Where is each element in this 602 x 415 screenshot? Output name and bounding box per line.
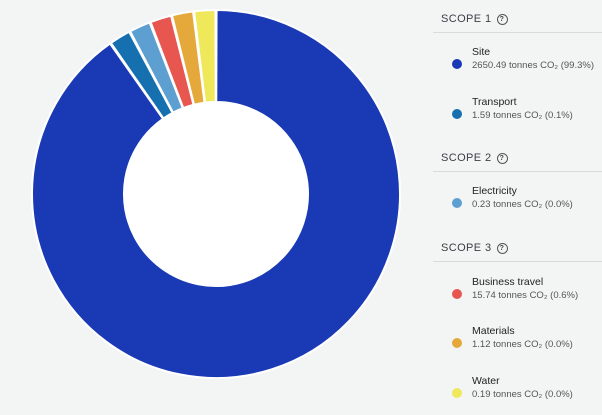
legend-swatch: [452, 59, 462, 69]
divider: [433, 171, 602, 172]
legend-swatch: [452, 198, 462, 208]
legend-swatch: [452, 289, 462, 299]
legend-swatch: [452, 338, 462, 348]
legend-item-value: 1.12 tonnes CO₂ (0.0%): [472, 339, 573, 350]
legend-item-electricity[interactable]: Electricity 0.23 tonnes CO₂ (0.0%): [425, 185, 602, 225]
legend-swatch: [452, 388, 462, 398]
legend-item-value: 0.19 tonnes CO₂ (0.0%): [472, 389, 573, 400]
legend-item-name: Business travel: [472, 276, 544, 288]
legend-item-name: Site: [472, 46, 491, 58]
legend-item-name: Water: [472, 375, 500, 387]
donut-chart: [31, 8, 401, 379]
legend-item-business-travel[interactable]: Business travel 15.74 tonnes CO₂ (0.6%): [425, 276, 602, 316]
help-circle-icon[interactable]: ?: [496, 242, 508, 254]
scope-2-header: SCOPE 2 ?: [441, 152, 508, 164]
legend-swatch: [452, 109, 462, 119]
legend-item-transport[interactable]: Transport 1.59 tonnes CO₂ (0.1%): [425, 96, 602, 136]
donut-hole: [124, 102, 308, 286]
legend-item-water[interactable]: Water 0.19 tonnes CO₂ (0.0%): [425, 375, 602, 415]
legend-item-value: 2650.49 tonnes CO₂ (99.3%): [472, 60, 594, 71]
scope-3-header: SCOPE 3 ?: [441, 242, 508, 254]
scope-2-label: SCOPE 2: [441, 152, 492, 164]
scope-1-header: SCOPE 1 ?: [441, 13, 508, 25]
divider: [433, 32, 602, 33]
chart-legend: SCOPE 1 ? Site 2650.49 tonnes CO₂ (99.3%…: [425, 0, 602, 413]
help-circle-icon[interactable]: ?: [496, 152, 508, 164]
legend-item-name: Materials: [472, 325, 515, 337]
scope-3-label: SCOPE 3: [441, 242, 492, 254]
legend-item-value: 0.23 tonnes CO₂ (0.0%): [472, 199, 573, 210]
legend-item-site[interactable]: Site 2650.49 tonnes CO₂ (99.3%): [425, 46, 602, 86]
legend-item-value: 1.59 tonnes CO₂ (0.1%): [472, 110, 573, 121]
legend-item-value: 15.74 tonnes CO₂ (0.6%): [472, 290, 579, 301]
legend-item-name: Electricity: [472, 185, 517, 197]
legend-item-materials[interactable]: Materials 1.12 tonnes CO₂ (0.0%): [425, 325, 602, 365]
divider: [433, 261, 602, 262]
help-circle-icon[interactable]: ?: [496, 13, 508, 25]
legend-item-name: Transport: [472, 96, 517, 108]
scope-1-label: SCOPE 1: [441, 13, 492, 25]
